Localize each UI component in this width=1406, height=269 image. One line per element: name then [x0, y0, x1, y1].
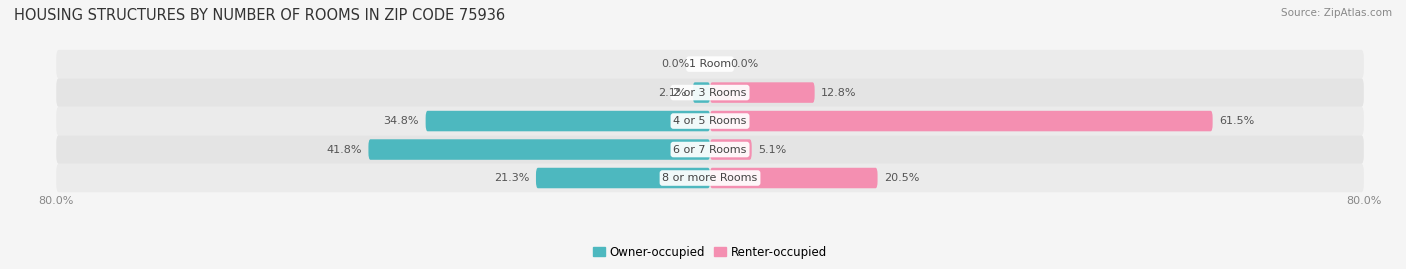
Text: 41.8%: 41.8%	[326, 144, 361, 154]
Text: 4 or 5 Rooms: 4 or 5 Rooms	[673, 116, 747, 126]
FancyBboxPatch shape	[693, 82, 710, 103]
FancyBboxPatch shape	[710, 168, 877, 188]
FancyBboxPatch shape	[56, 107, 1364, 135]
Text: 5.1%: 5.1%	[758, 144, 786, 154]
Text: 0.0%: 0.0%	[661, 59, 689, 69]
FancyBboxPatch shape	[56, 164, 1364, 192]
FancyBboxPatch shape	[56, 135, 1364, 164]
Text: 21.3%: 21.3%	[494, 173, 530, 183]
Text: HOUSING STRUCTURES BY NUMBER OF ROOMS IN ZIP CODE 75936: HOUSING STRUCTURES BY NUMBER OF ROOMS IN…	[14, 8, 505, 23]
Text: 34.8%: 34.8%	[384, 116, 419, 126]
Text: 2 or 3 Rooms: 2 or 3 Rooms	[673, 88, 747, 98]
FancyBboxPatch shape	[710, 111, 1212, 131]
Text: Source: ZipAtlas.com: Source: ZipAtlas.com	[1281, 8, 1392, 18]
FancyBboxPatch shape	[56, 78, 1364, 107]
Text: 0.0%: 0.0%	[731, 59, 759, 69]
FancyBboxPatch shape	[536, 168, 710, 188]
FancyBboxPatch shape	[56, 50, 1364, 78]
Legend: Owner-occupied, Renter-occupied: Owner-occupied, Renter-occupied	[588, 241, 832, 263]
FancyBboxPatch shape	[710, 82, 814, 103]
Text: 61.5%: 61.5%	[1219, 116, 1254, 126]
Text: 8 or more Rooms: 8 or more Rooms	[662, 173, 758, 183]
Text: 6 or 7 Rooms: 6 or 7 Rooms	[673, 144, 747, 154]
Text: 20.5%: 20.5%	[884, 173, 920, 183]
Text: 1 Room: 1 Room	[689, 59, 731, 69]
Text: 2.1%: 2.1%	[658, 88, 686, 98]
Text: 12.8%: 12.8%	[821, 88, 856, 98]
FancyBboxPatch shape	[368, 139, 710, 160]
FancyBboxPatch shape	[710, 139, 752, 160]
FancyBboxPatch shape	[426, 111, 710, 131]
